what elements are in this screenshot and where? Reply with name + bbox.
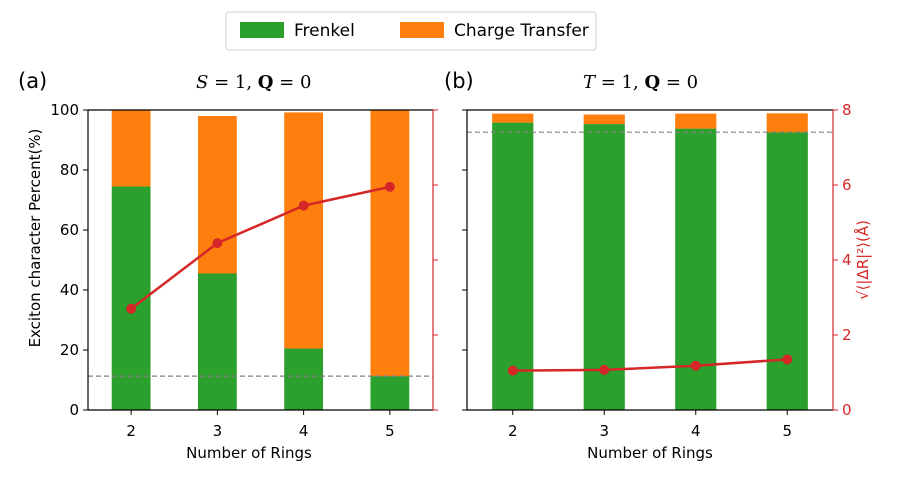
legend-label-charge-transfer: Charge Transfer [454,21,589,41]
bar-charge-transfer-2 [492,113,534,123]
panel-b-title-var: T [583,72,597,93]
bar-charge-transfer-5 [766,113,808,133]
panel-a-xlabel: Number of Rings [186,444,312,462]
panel-a-title: S = 1, Q = 0 [196,72,311,93]
line-point-3 [599,364,610,375]
x-tick-label-2: 2 [126,422,136,440]
y2-tick-label-6: 6 [842,176,852,194]
line-point-2 [126,303,137,314]
bar-frenkel-4 [284,348,324,410]
line-point-5 [782,354,793,365]
y-tick-label-20: 20 [60,341,79,359]
bar-frenkel-3 [197,273,237,410]
legend: Frenkel Charge Transfer [225,11,597,51]
panel-a-title-bold: Q [258,72,274,93]
line-point-5 [384,181,395,192]
x-tick-label-2: 2 [508,422,518,440]
panel-a-title-mid: = 1, [208,72,257,93]
bar-frenkel-5 [370,376,410,410]
series-line [130,185,391,310]
bar-charge-transfer-4 [675,113,717,129]
bar-charge-transfer-5 [370,110,410,377]
x-tick-label-5: 5 [385,422,395,440]
panel-b-letter: (b) [444,69,474,93]
y2-tick-label-4: 4 [842,251,852,269]
panel-b-title: T = 1, Q = 0 [583,72,698,93]
bar-frenkel-5 [766,132,808,410]
bar-charge-transfer-3 [583,114,625,125]
x-tick-label-4: 4 [691,422,701,440]
panel-b-xlabel: Number of Rings [587,444,713,462]
bar-frenkel-2 [492,122,534,410]
y2-tick-label-2: 2 [842,326,852,344]
y2-tick-label-0: 0 [842,401,852,419]
panel-a-title-end: = 0 [273,72,311,93]
legend-swatch-charge-transfer [400,22,444,38]
panel-b-title-end: = 0 [660,72,698,93]
panel-b-y2label: √⟨|ΔR|²⟩(Å) [853,220,872,300]
panel-a-title-var: S [196,72,208,93]
x-tick-label-3: 3 [599,422,609,440]
y-tick-label-60: 60 [60,221,79,239]
x-tick-label-3: 3 [213,422,223,440]
y-tick-label-100: 100 [50,101,79,119]
line-point-2 [507,365,518,376]
x-tick-label-5: 5 [782,422,792,440]
panel-b-title-bold: Q [644,72,660,93]
y-tick-label-0: 0 [69,401,79,419]
legend-swatch-frenkel [240,22,284,38]
bar-charge-transfer-4 [284,112,324,349]
y-tick-label-40: 40 [60,281,79,299]
bar-charge-transfer-3 [197,116,237,274]
bar-frenkel-3 [583,124,625,410]
line-point-4 [298,200,309,211]
line-point-3 [212,238,223,249]
x-tick-label-4: 4 [299,422,309,440]
panel-a-plot: 2 3 4 5 0 20 40 60 80 100 [50,101,438,440]
y-tick-label-80: 80 [60,161,79,179]
series-line [512,358,788,372]
panel-a-letter: (a) [18,69,47,93]
line-point-4 [690,360,701,371]
panel-b-plot: 2 3 4 5 0 2 4 6 8 [462,101,852,440]
panel-a-ylabel: Exciton character Percent(%) [26,129,44,348]
y2-tick-label-8: 8 [842,101,852,119]
legend-label-frenkel: Frenkel [294,21,355,41]
panel-b-title-mid: = 1, [595,72,644,93]
bar-charge-transfer-2 [111,110,151,187]
